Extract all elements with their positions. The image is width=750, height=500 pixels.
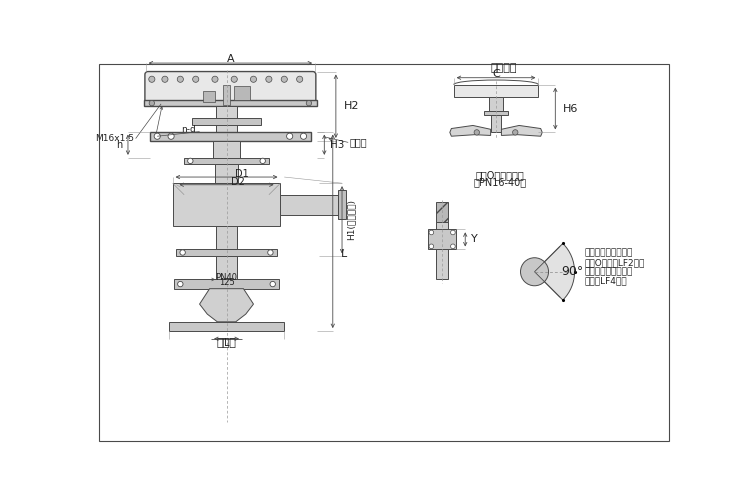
Bar — [192, 118, 261, 126]
Circle shape — [162, 76, 168, 82]
Circle shape — [301, 133, 307, 140]
Text: 125: 125 — [219, 278, 235, 287]
Text: 顶式手轮: 顶式手轮 — [490, 62, 517, 72]
Bar — [436, 250, 448, 280]
Text: H3: H3 — [331, 140, 345, 149]
Text: 肩圈（LF4）。: 肩圈（LF4）。 — [584, 276, 627, 285]
Bar — [144, 100, 316, 106]
Bar — [428, 230, 456, 250]
Text: A: A — [226, 54, 234, 64]
Bar — [223, 86, 230, 104]
Text: D2: D2 — [231, 176, 245, 186]
Bar — [216, 226, 237, 248]
Circle shape — [231, 76, 237, 82]
Circle shape — [451, 244, 455, 248]
Circle shape — [251, 76, 257, 82]
Circle shape — [180, 250, 185, 255]
Circle shape — [520, 258, 548, 286]
Circle shape — [286, 133, 292, 140]
Circle shape — [451, 230, 455, 235]
Polygon shape — [200, 288, 254, 322]
Wedge shape — [535, 244, 574, 300]
Text: H1(保温长度): H1(保温长度) — [346, 200, 355, 240]
Bar — [176, 248, 277, 256]
Bar — [174, 280, 279, 288]
Circle shape — [149, 100, 154, 106]
Text: H6: H6 — [563, 104, 578, 114]
Circle shape — [188, 158, 193, 164]
Bar — [338, 190, 346, 220]
Circle shape — [177, 76, 184, 82]
Circle shape — [148, 76, 155, 82]
Bar — [172, 183, 280, 226]
Bar — [280, 194, 338, 215]
Text: L: L — [340, 250, 346, 260]
Circle shape — [266, 76, 272, 82]
Text: 封，可根据用户配铝: 封，可根据用户配铝 — [584, 267, 633, 276]
Circle shape — [296, 76, 303, 82]
Text: 低温调节阀法兰采用: 低温调节阀法兰采用 — [584, 248, 633, 258]
Text: 连接板: 连接板 — [350, 138, 368, 147]
Text: h: h — [116, 140, 122, 149]
Circle shape — [168, 133, 174, 140]
Text: n-d: n-d — [181, 125, 196, 134]
Text: L: L — [224, 338, 230, 348]
Bar — [149, 132, 311, 141]
Circle shape — [268, 250, 273, 255]
Bar — [216, 106, 237, 137]
Bar — [215, 164, 238, 183]
Bar — [203, 91, 215, 102]
Polygon shape — [450, 126, 491, 136]
Circle shape — [474, 130, 479, 135]
Bar — [216, 256, 237, 280]
Bar — [490, 116, 502, 132]
Circle shape — [270, 282, 275, 287]
Bar — [436, 222, 448, 264]
Bar — [484, 111, 508, 116]
Text: 金属O形圈（LF2）密: 金属O形圈（LF2）密 — [584, 258, 645, 267]
Bar — [169, 322, 284, 331]
Circle shape — [429, 230, 433, 235]
Bar — [184, 158, 268, 164]
FancyBboxPatch shape — [145, 72, 316, 106]
Circle shape — [193, 76, 199, 82]
Text: 低温型: 低温型 — [217, 338, 236, 347]
Text: PN40: PN40 — [215, 272, 238, 281]
Circle shape — [429, 244, 433, 248]
Text: 金属O型圈槽尺寸: 金属O型圈槽尺寸 — [476, 170, 524, 180]
Text: Y: Y — [470, 234, 477, 244]
Bar — [454, 84, 538, 97]
Circle shape — [281, 76, 287, 82]
Text: 90°: 90° — [562, 265, 584, 278]
Bar — [489, 97, 503, 111]
Text: M16x1.5: M16x1.5 — [95, 134, 134, 143]
Circle shape — [512, 130, 518, 135]
Bar — [436, 202, 448, 222]
Circle shape — [212, 76, 218, 82]
Circle shape — [154, 133, 160, 140]
Text: C: C — [492, 69, 500, 79]
Bar — [213, 141, 241, 160]
Circle shape — [306, 100, 311, 106]
Circle shape — [260, 158, 266, 164]
Circle shape — [178, 282, 183, 287]
Bar — [234, 86, 250, 100]
Text: H2: H2 — [344, 101, 359, 111]
Polygon shape — [502, 126, 542, 136]
Text: （PN16-40）: （PN16-40） — [473, 178, 526, 188]
Text: D1: D1 — [235, 169, 249, 179]
